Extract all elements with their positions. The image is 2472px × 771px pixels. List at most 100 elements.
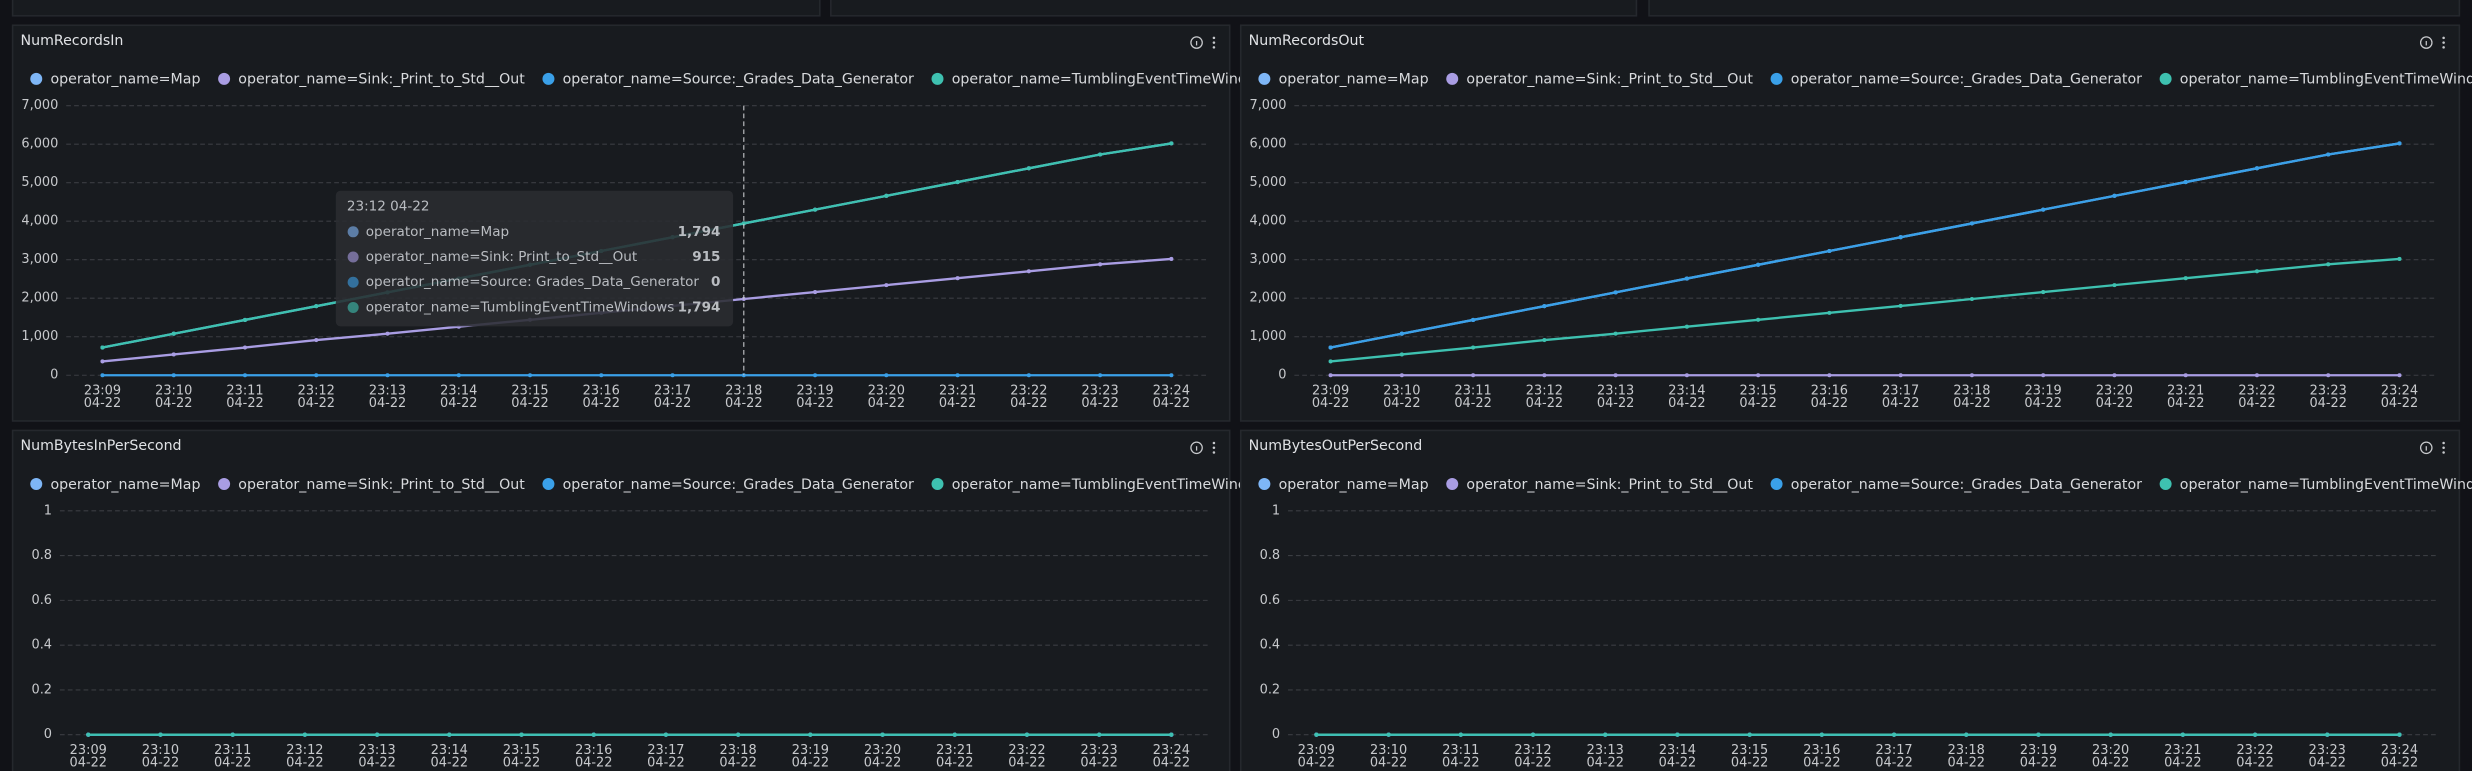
legend-swatch (542, 72, 555, 85)
data-point (1314, 732, 1319, 737)
x-tick-label: 04-22 (1659, 756, 1697, 771)
data-point (447, 732, 452, 737)
x-tick-label: 23:10 (1370, 743, 1407, 758)
data-point (880, 732, 885, 737)
x-tick-label: 23:14 (440, 384, 477, 399)
data-point (171, 373, 176, 378)
menu-icon[interactable] (2442, 36, 2445, 49)
x-tick-label: 04-22 (796, 396, 834, 411)
data-point (2397, 141, 2402, 146)
data-point (2397, 732, 2402, 737)
data-point (1969, 221, 1974, 226)
data-point (2112, 193, 2117, 198)
data-point (242, 373, 248, 378)
legend-swatch (30, 72, 43, 85)
y-tick-label: 0 (1278, 368, 1286, 383)
info-icon[interactable] (2419, 36, 2433, 49)
info-icon[interactable] (2419, 441, 2433, 455)
data-point (2254, 373, 2260, 378)
data-point (2183, 373, 2188, 378)
x-tick-label: 04-22 (1370, 756, 1408, 771)
tooltip-value: 915 (692, 249, 720, 265)
data-point (884, 193, 889, 198)
x-tick-label: 23:15 (503, 743, 540, 758)
x-tick-label: 23:20 (2092, 743, 2129, 758)
x-tick-label: 04-22 (70, 756, 108, 771)
y-tick-label: 0.2 (31, 682, 52, 697)
menu-dot (2442, 451, 2445, 454)
panel (1239, 24, 2461, 422)
menu-dot (1212, 441, 1216, 445)
data-point (86, 732, 91, 737)
x-tick-label: 23:23 (2310, 384, 2347, 399)
data-point (1747, 732, 1752, 737)
menu-icon[interactable] (1212, 36, 1216, 49)
data-point (171, 352, 176, 357)
y-tick-label: 0.6 (31, 593, 52, 608)
x-tick-label: 04-22 (1803, 756, 1841, 771)
data-point (2326, 373, 2331, 378)
data-point (100, 345, 105, 350)
x-tick-label: 23:14 (431, 743, 468, 758)
info-icon[interactable] (1190, 36, 1203, 49)
data-point (2112, 283, 2117, 288)
x-tick-label: 23:24 (2381, 384, 2418, 399)
data-point (884, 283, 889, 288)
menu-dot (2442, 46, 2445, 49)
y-tick-label: 7,000 (1249, 98, 1286, 113)
tooltip-swatch (347, 251, 359, 263)
data-point (1458, 732, 1463, 737)
data-point (1024, 732, 1030, 737)
data-point (1399, 373, 1404, 378)
legend-swatch (1258, 478, 1271, 491)
x-tick-label: 23:23 (1081, 743, 1118, 758)
legend-swatch (218, 478, 231, 491)
menu-icon[interactable] (1212, 441, 1216, 454)
y-tick-label: 5,000 (21, 175, 58, 190)
x-tick-label: 04-22 (725, 396, 763, 411)
data-point (1613, 373, 1618, 378)
data-point (1169, 141, 1174, 146)
legend-label: operator_name=TumblingEventTimeWindows (952, 477, 1275, 493)
x-tick-label: 23:13 (359, 743, 396, 758)
data-point (1684, 276, 1689, 281)
x-tick-label: 04-22 (2309, 396, 2347, 411)
x-tick-label: 23:17 (1882, 384, 1919, 399)
panel-top (1648, 0, 2461, 17)
x-tick-label: 23:15 (511, 384, 548, 399)
legend-label: operator_name=Source:_Grades_Data_Genera… (563, 477, 914, 493)
menu-dot (1212, 46, 1216, 49)
menu-icon[interactable] (2442, 441, 2445, 454)
x-tick-label: 04-22 (2236, 756, 2274, 771)
data-point (1471, 373, 1476, 378)
data-point (385, 331, 390, 336)
x-tick-label: 23:11 (214, 743, 251, 758)
menu-dot (2442, 41, 2445, 44)
x-tick-label: 04-22 (939, 396, 977, 411)
data-point (952, 732, 957, 737)
x-tick-label: 04-22 (1947, 756, 1985, 771)
x-tick-label: 23:16 (1811, 384, 1848, 399)
x-tick-label: 23:11 (1455, 384, 1492, 399)
menu-dot (1212, 451, 1216, 454)
legend-swatch (1770, 72, 1783, 85)
info-icon[interactable] (1190, 441, 1203, 455)
x-tick-label: 23:23 (2309, 743, 2346, 758)
x-tick-label: 23:18 (720, 743, 757, 758)
y-tick-label: 6,000 (21, 137, 58, 152)
legend-swatch (1770, 478, 1783, 491)
x-tick-label: 04-22 (2309, 756, 2347, 771)
tooltip-swatch (347, 226, 359, 238)
data-point (1026, 373, 1031, 378)
tooltip-label: operator_name=Map (366, 224, 509, 240)
series-line (1330, 142, 2400, 349)
data-point (1613, 290, 1618, 295)
x-tick-label: 23:23 (1082, 384, 1119, 399)
tooltip-value: 1,794 (678, 299, 721, 315)
y-tick-label: 0.4 (31, 638, 52, 653)
data-point (1969, 296, 1974, 302)
legend-swatch (218, 72, 231, 85)
data-point (2112, 373, 2117, 378)
x-tick-label: 23:17 (647, 743, 684, 758)
x-tick-label: 23:10 (142, 743, 179, 758)
